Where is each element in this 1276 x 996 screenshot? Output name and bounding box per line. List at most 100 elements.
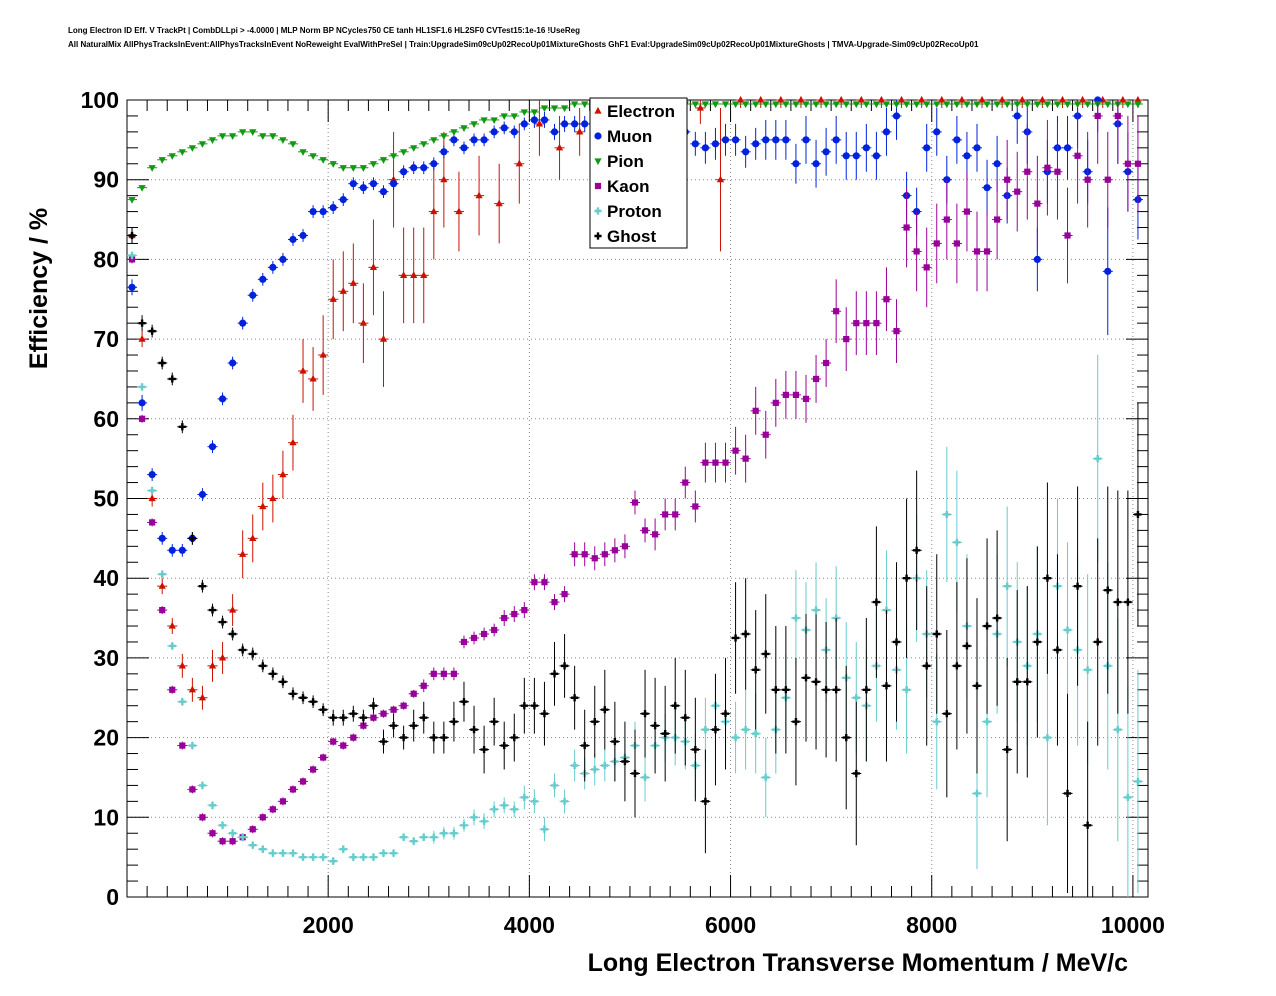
data-point-ghost [571, 694, 579, 702]
data-point-proton [1094, 455, 1102, 463]
data-point-kaon [1044, 164, 1051, 171]
data-point-ghost [530, 702, 538, 710]
data-point-electron [1018, 95, 1026, 103]
data-point-pion [832, 101, 840, 109]
data-point-kaon [1064, 232, 1071, 239]
data-point-pion [500, 113, 508, 121]
data-point-pion [480, 117, 488, 125]
data-point-ghost [1094, 638, 1102, 646]
data-point-pion [309, 153, 317, 160]
data-point-kaon [823, 359, 830, 367]
data-point-pion [923, 101, 931, 109]
y-tick-label: 100 [81, 87, 119, 113]
data-point-muon [349, 180, 357, 188]
data-point-kaon [169, 686, 176, 693]
legend-marker-ghost [594, 232, 602, 240]
data-point-ghost [993, 614, 1001, 622]
data-point-proton [470, 813, 478, 821]
data-point-proton [148, 486, 156, 495]
data-point-kaon [1054, 168, 1061, 175]
y-tick-label: 40 [93, 565, 119, 591]
data-point-proton [1063, 626, 1072, 634]
data-point-muon [832, 136, 840, 144]
data-point-pion [1033, 101, 1041, 109]
x-tick-label: 4000 [504, 912, 555, 938]
data-point-pion [420, 141, 428, 148]
data-point-pion [249, 129, 257, 136]
data-point-kaon [189, 786, 196, 793]
legend-marker-pion [594, 158, 602, 166]
data-point-pion [822, 101, 830, 109]
data-point-pion [902, 101, 911, 109]
data-point-pion [208, 137, 217, 144]
data-point-kaon [692, 503, 699, 510]
data-point-pion [289, 141, 297, 148]
y-tick-label: 50 [93, 486, 119, 512]
legend-box [589, 97, 688, 249]
data-point-proton [430, 833, 438, 841]
data-point-ghost [1084, 821, 1092, 829]
data-point-pion [410, 145, 418, 152]
data-point-muon [460, 144, 468, 152]
data-point-kaon [430, 670, 437, 677]
data-point-kaon [470, 634, 478, 642]
data-point-electron [289, 438, 297, 446]
data-point-kaon [350, 734, 357, 741]
data-point-kaon [390, 706, 397, 713]
data-point-ghost [178, 423, 186, 431]
data-point-proton [560, 797, 569, 805]
data-point-ghost [239, 646, 247, 654]
data-point-pion [983, 101, 991, 109]
data-point-pion [168, 153, 176, 160]
data-point-pion [571, 101, 579, 109]
data-point-electron [998, 95, 1006, 103]
data-point-muon [218, 395, 227, 403]
data-point-kaon [400, 702, 407, 709]
data-point-proton [1134, 777, 1142, 786]
data-point-electron [440, 175, 448, 183]
data-point-muon [540, 116, 549, 124]
data-point-kaon [480, 630, 488, 638]
data-point-ghost [822, 686, 830, 694]
data-point-electron [515, 159, 523, 167]
data-point-pion [460, 125, 468, 132]
data-point-electron [339, 287, 347, 294]
data-point-proton [289, 849, 297, 857]
data-point-electron [359, 319, 367, 326]
data-point-electron [737, 95, 745, 103]
legend-marker-proton [594, 207, 602, 215]
data-point-muon [943, 176, 951, 184]
data-point-proton [379, 849, 388, 857]
data-point-pion [259, 133, 267, 140]
data-point-pion [1013, 101, 1021, 109]
data-point-proton [1084, 666, 1092, 674]
data-point-pion [691, 101, 699, 109]
data-point-electron [495, 199, 503, 207]
data-point-muon [510, 128, 518, 136]
data-point-kaon [983, 248, 991, 255]
data-point-pion [852, 101, 860, 109]
data-point-muon [259, 275, 267, 283]
data-point-kaon [309, 766, 317, 773]
data-point-ghost [249, 650, 257, 658]
data-point-ghost [520, 702, 528, 710]
data-point-proton [188, 741, 196, 750]
data-point-ghost [339, 714, 347, 722]
data-point-pion [400, 149, 408, 156]
data-point-pion [430, 137, 438, 144]
data-point-muon [862, 144, 870, 152]
data-point-pion [701, 101, 709, 109]
data-point-pion [349, 165, 357, 172]
data-point-pion [742, 101, 750, 109]
data-point-electron [229, 605, 237, 613]
data-point-pion [963, 101, 971, 109]
data-point-pion [369, 161, 378, 168]
data-point-muon [279, 255, 287, 263]
data-point-ghost [510, 734, 518, 742]
data-point-kaon [299, 778, 307, 785]
data-point-kaon [541, 579, 548, 586]
data-point-pion [188, 145, 196, 152]
data-point-electron [138, 335, 146, 342]
data-point-kaon [330, 738, 337, 745]
data-point-kaon [370, 714, 377, 721]
